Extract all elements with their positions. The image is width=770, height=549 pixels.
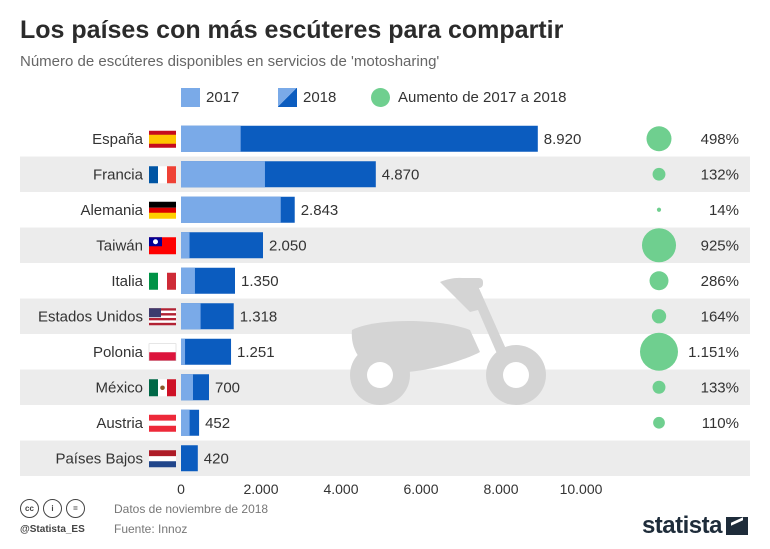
increase-label: 132% bbox=[701, 166, 739, 183]
row-band bbox=[20, 227, 750, 263]
value-label: 700 bbox=[215, 379, 240, 396]
statista-handle: @Statista_ES bbox=[20, 524, 85, 535]
increase-label: 14% bbox=[709, 202, 739, 219]
flag-spain-icon bbox=[149, 130, 176, 148]
statista-logo[interactable]: statista bbox=[642, 512, 748, 540]
increase-bubble bbox=[649, 271, 669, 291]
increase-label: 286% bbox=[701, 273, 739, 290]
bar-2017 bbox=[181, 303, 201, 330]
flag-germany-icon bbox=[149, 201, 176, 219]
increase-label: 164% bbox=[701, 308, 739, 325]
increase-bubble bbox=[653, 416, 665, 429]
increase-label: 110% bbox=[702, 415, 739, 432]
bar-2017 bbox=[181, 409, 190, 436]
value-label: 1.350 bbox=[241, 273, 279, 290]
bar-2017 bbox=[181, 232, 190, 259]
bar-2018 bbox=[181, 232, 263, 259]
x-tick-label: 8.000 bbox=[483, 481, 518, 497]
nd-icon: = bbox=[66, 499, 85, 518]
increase-label: 1.151% bbox=[688, 344, 739, 361]
increase-label: 498% bbox=[701, 131, 739, 148]
increase-bubble bbox=[640, 332, 678, 371]
increase-bubble bbox=[651, 309, 667, 324]
brand-name: statista bbox=[641, 512, 723, 539]
date-note: Datos de noviembre de 2018 bbox=[114, 502, 269, 516]
legend-label-2018: 2018 bbox=[303, 89, 337, 106]
cc-icon: cc bbox=[20, 499, 39, 518]
flag-taiwan-icon bbox=[149, 237, 176, 255]
increase-bubble bbox=[652, 380, 666, 394]
category-label: México bbox=[95, 379, 143, 396]
license-icons: cc i = bbox=[20, 499, 85, 518]
value-label: 4.870 bbox=[382, 166, 420, 183]
bar-2017 bbox=[181, 125, 241, 152]
legend-circle-increase bbox=[371, 88, 390, 107]
legend-swatch-2018 bbox=[278, 88, 297, 107]
bar-2017 bbox=[181, 196, 281, 223]
increase-bubble bbox=[646, 126, 672, 152]
bar-2018 bbox=[181, 445, 198, 472]
legend-item-increase: Aumento de 2017 a 2018 bbox=[371, 88, 566, 107]
flag-italy-icon bbox=[149, 272, 176, 290]
category-label: Alemania bbox=[80, 202, 143, 219]
source-note: Fuente: Innoz bbox=[114, 522, 188, 536]
x-tick-label: 4.000 bbox=[323, 481, 358, 497]
row-band bbox=[20, 156, 750, 192]
category-label: España bbox=[92, 131, 144, 148]
increase-bubble bbox=[641, 228, 677, 263]
flag-mexico-icon bbox=[149, 379, 176, 397]
flag-france-icon bbox=[149, 166, 176, 184]
bar-2018 bbox=[181, 338, 232, 365]
flag-austria-icon bbox=[149, 414, 176, 432]
category-label: Italia bbox=[111, 273, 143, 290]
increase-label: 925% bbox=[701, 237, 739, 254]
row-band bbox=[20, 440, 750, 476]
scooter-icon bbox=[350, 277, 546, 405]
legend-item-2017: 2017 bbox=[181, 88, 239, 107]
value-label: 1.251 bbox=[237, 344, 275, 361]
bar-2017 bbox=[181, 338, 186, 365]
x-tick-label: 2.000 bbox=[243, 481, 278, 497]
value-label: 2.843 bbox=[301, 202, 339, 219]
increase-bubble bbox=[652, 167, 666, 181]
value-label: 1.318 bbox=[240, 308, 278, 325]
category-label: Estados Unidos bbox=[38, 308, 143, 325]
flag-netherlands-icon bbox=[149, 450, 176, 468]
legend-label-2017: 2017 bbox=[206, 89, 240, 106]
bar-chart: España 8.920 498% Francia 4.870 132% Alemania 2… bbox=[20, 125, 750, 497]
bar-2017 bbox=[181, 267, 195, 294]
flag-poland-icon bbox=[148, 343, 177, 361]
x-tick-label: 10.000 bbox=[560, 481, 603, 497]
value-label: 8.920 bbox=[544, 131, 582, 148]
chart-subtitle: Número de escúteres disponibles en servi… bbox=[20, 53, 440, 70]
value-label: 420 bbox=[204, 450, 229, 467]
by-icon: i bbox=[43, 499, 62, 518]
flag-usa-icon bbox=[149, 308, 176, 326]
category-label: Austria bbox=[96, 415, 143, 432]
value-label: 2.050 bbox=[269, 237, 307, 254]
x-tick-label: 0 bbox=[177, 481, 185, 497]
bar-2017 bbox=[181, 374, 193, 401]
increase-bubble bbox=[656, 207, 662, 212]
chart-title: Los países con más escúteres para compar… bbox=[20, 16, 564, 44]
statista-logo-icon bbox=[726, 517, 748, 535]
category-label: Países Bajos bbox=[55, 450, 143, 467]
category-label: Francia bbox=[93, 166, 144, 183]
legend-swatch-2017 bbox=[181, 88, 200, 107]
increase-label: 133% bbox=[701, 379, 739, 396]
category-label: Taiwán bbox=[96, 237, 143, 254]
legend-label-increase: Aumento de 2017 a 2018 bbox=[398, 89, 567, 106]
category-label: Polonia bbox=[93, 344, 144, 361]
x-tick-label: 6.000 bbox=[403, 481, 438, 497]
value-label: 452 bbox=[205, 415, 230, 432]
bar-2017 bbox=[181, 161, 265, 188]
legend-item-2018: 2018 bbox=[278, 88, 336, 107]
